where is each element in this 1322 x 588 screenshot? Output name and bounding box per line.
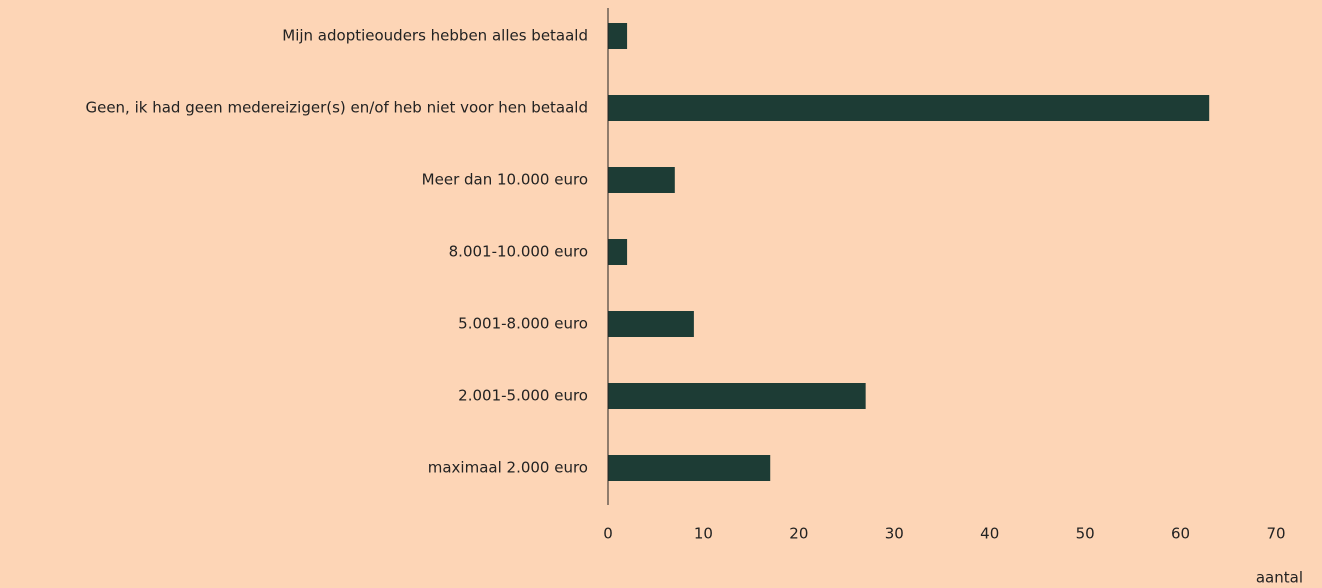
y-tick-label: 8.001-10.000 euro: [449, 243, 588, 261]
x-tick-label: 60: [1171, 525, 1190, 543]
y-tick-label: 2.001-5.000 euro: [458, 387, 588, 405]
bar: [608, 455, 771, 481]
y-tick-label: Geen, ik had geen medereiziger(s) en/of …: [85, 99, 588, 117]
x-tick-label: 30: [885, 525, 904, 543]
x-tick-label: 20: [789, 525, 808, 543]
x-tick-label: 40: [980, 525, 999, 543]
y-tick-label: Meer dan 10.000 euro: [422, 171, 588, 189]
y-tick-label: maximaal 2.000 euro: [428, 459, 588, 477]
y-tick-label: 5.001-8.000 euro: [458, 315, 588, 333]
bar: [608, 383, 866, 409]
x-axis-label: aantal: [1256, 569, 1303, 587]
x-tick-label: 10: [694, 525, 713, 543]
bar: [608, 311, 694, 337]
bar: [608, 95, 1210, 121]
bar: [608, 23, 628, 49]
y-tick-label: Mijn adoptieouders hebben alles betaald: [282, 27, 588, 45]
x-tick-label: 70: [1266, 525, 1285, 543]
x-tick-label: 0: [603, 525, 613, 543]
bar: [608, 239, 628, 265]
bar: [608, 167, 675, 193]
x-tick-label: 50: [1076, 525, 1095, 543]
